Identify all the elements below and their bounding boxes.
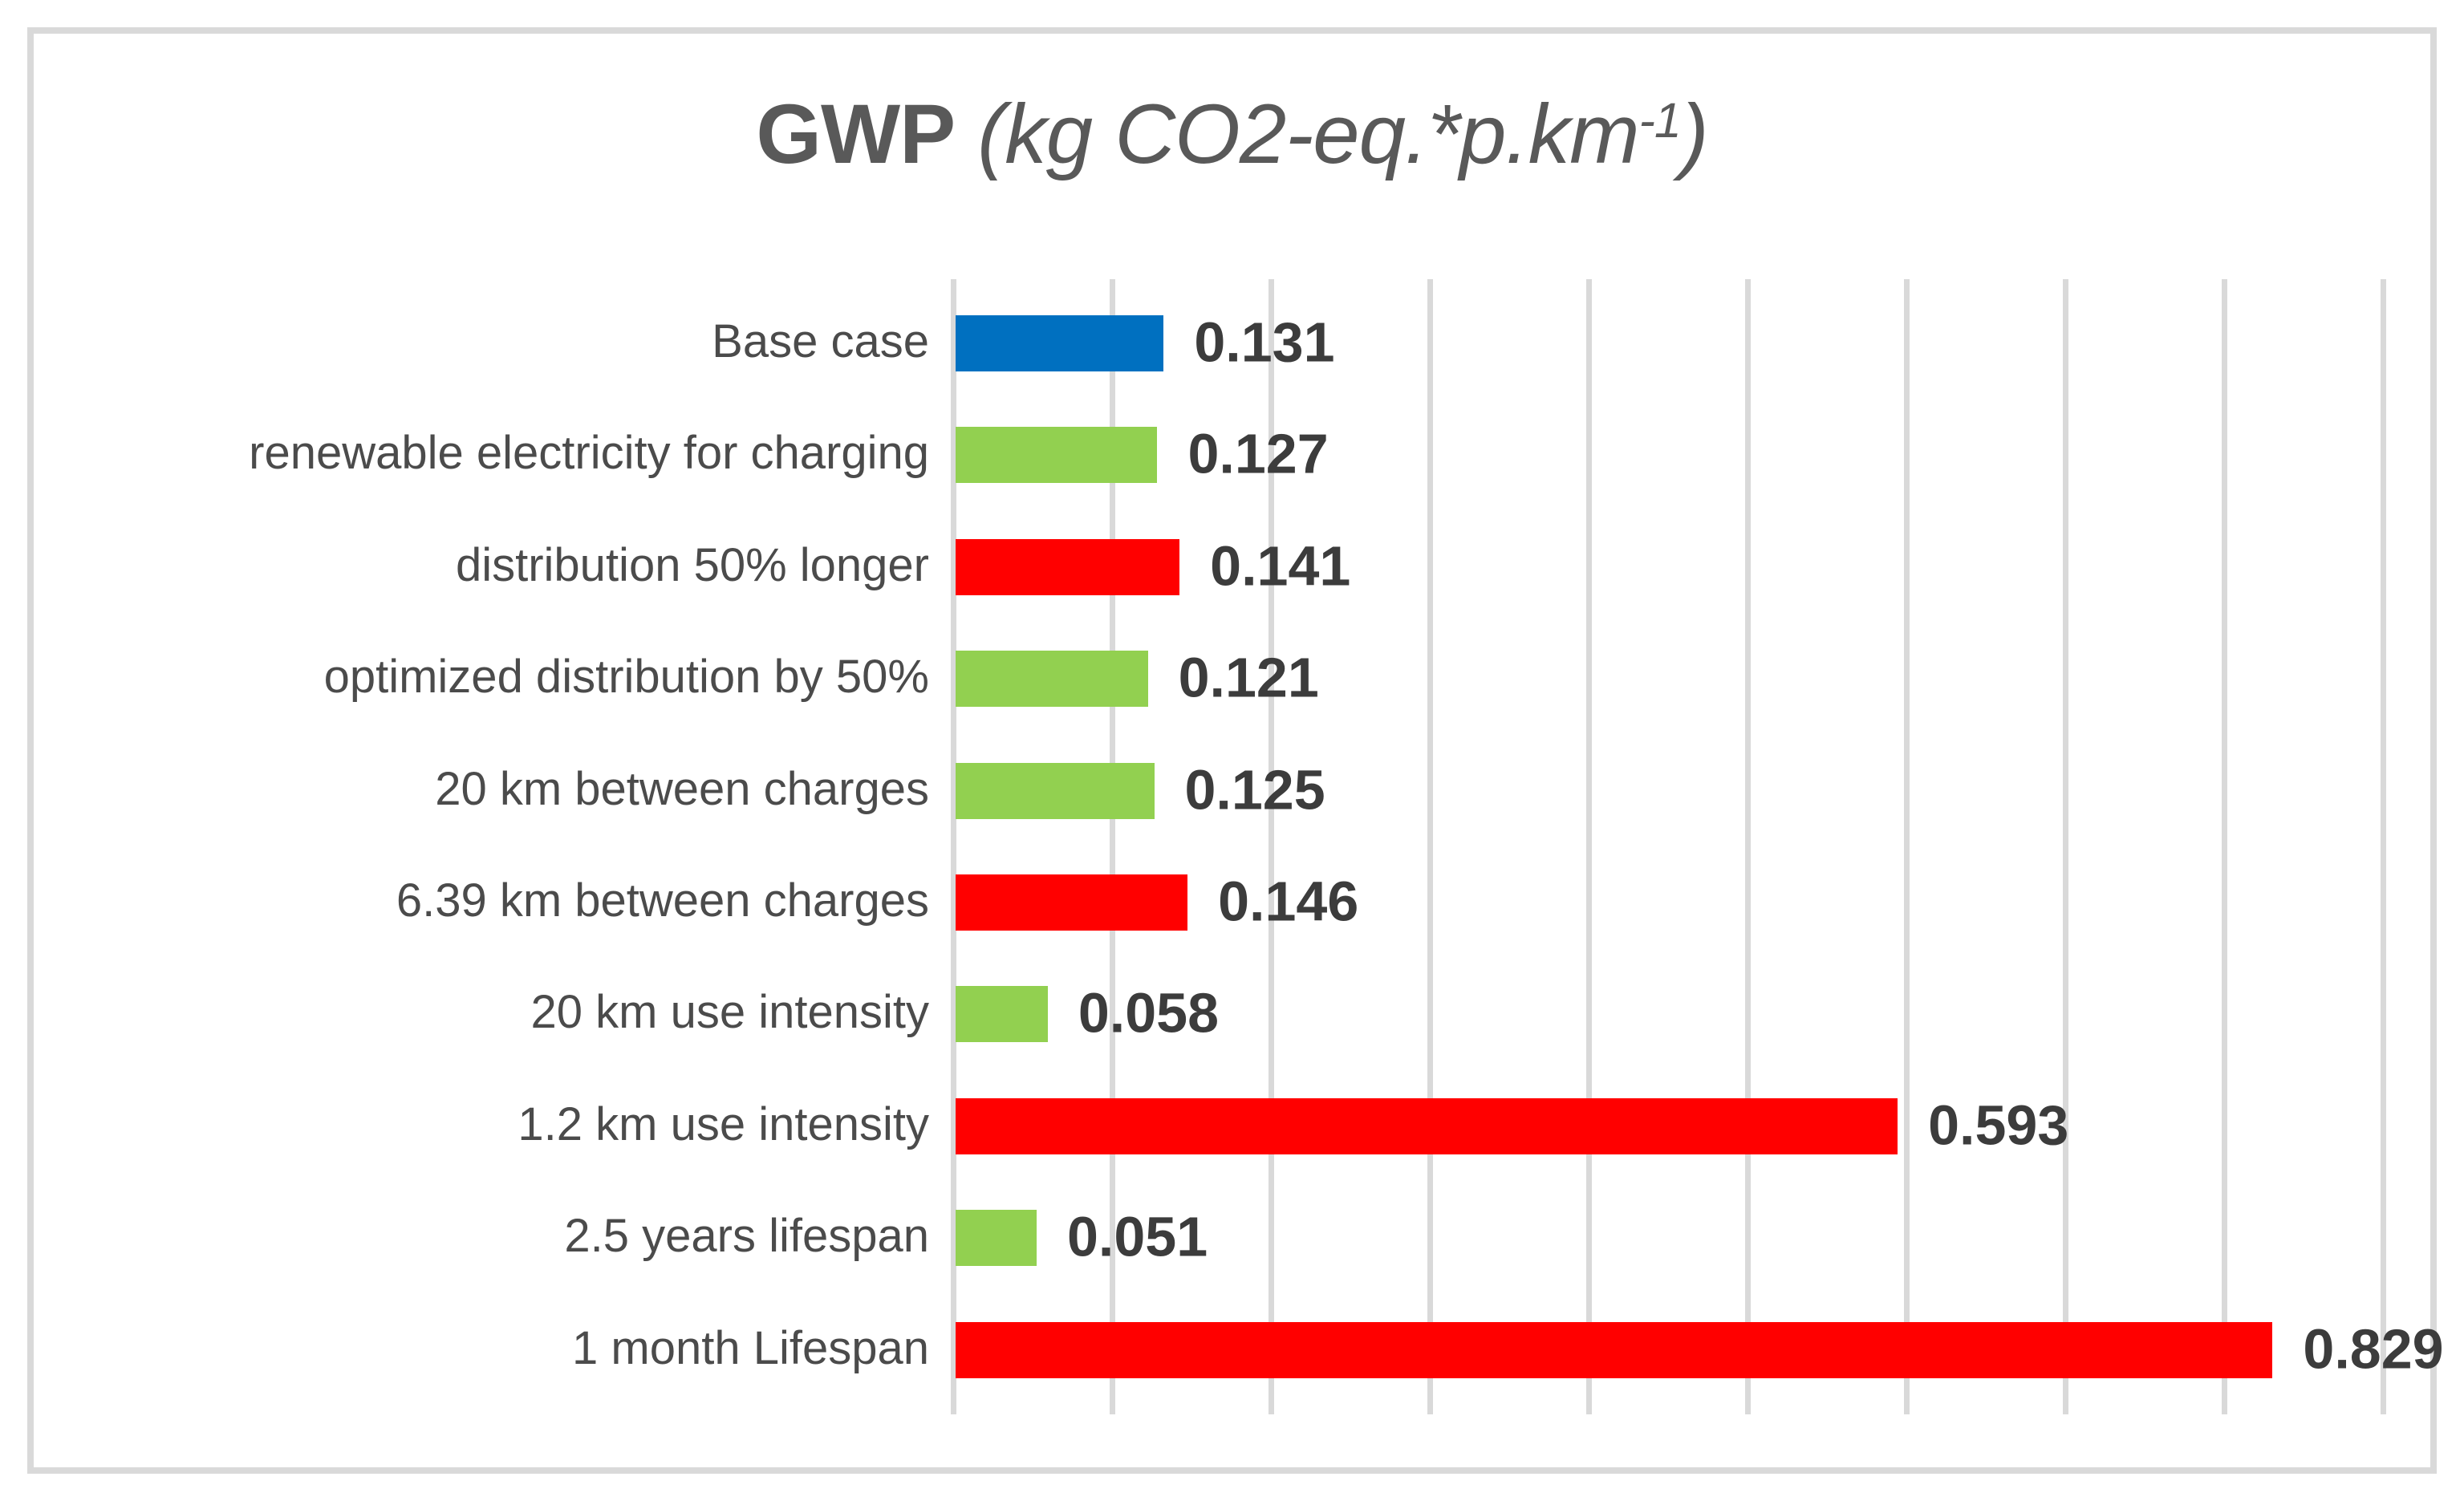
chart-title-units: (kg CO2-eq.*p.km-1): [955, 87, 1708, 181]
category-label: 1.2 km use intensity: [518, 1097, 929, 1150]
gridline: [1427, 279, 1433, 1414]
chart-row: renewable electricity for charging 0.127: [0, 400, 2464, 511]
chart-title: GWP (kg CO2-eq.*p.km-1): [0, 87, 2464, 183]
value-label: 0.058: [1078, 981, 1219, 1045]
bar: [956, 427, 1158, 484]
chart-row: Base case 0.131: [0, 287, 2464, 399]
bar: [956, 314, 1164, 371]
gridline: [1268, 279, 1274, 1414]
gridline: [950, 279, 956, 1414]
chart-row: 6.39 km between charges 0.146: [0, 846, 2464, 958]
category-label: 2.5 years lifespan: [564, 1210, 929, 1263]
chart-row: 20 km use intensity 0.058: [0, 959, 2464, 1070]
chart-title-units-text: (kg CO2-eq.*p.km: [955, 87, 1639, 181]
bar: [956, 651, 1148, 708]
bar: [956, 538, 1180, 595]
chart-row: 2.5 years lifespan 0.051: [0, 1183, 2464, 1294]
category-label: 20 km between charges: [435, 762, 929, 815]
chart-title-superscript: -1: [1638, 93, 1682, 148]
category-label: 6.39 km between charges: [396, 874, 929, 927]
chart-title-units-close: ): [1680, 87, 1709, 181]
value-label: 0.829: [2303, 1316, 2444, 1380]
gridline: [1585, 279, 1592, 1414]
value-label: 0.127: [1187, 422, 1329, 485]
value-label: 0.125: [1184, 757, 1325, 821]
gridline: [2062, 279, 2068, 1414]
bar: [956, 874, 1188, 931]
value-label: 0.051: [1066, 1205, 1208, 1268]
chart-border: [27, 27, 2437, 1474]
chart-row: 1.2 km use intensity 0.593: [0, 1070, 2464, 1182]
gridline: [1109, 279, 1115, 1414]
category-label: 20 km use intensity: [530, 986, 929, 1039]
category-label: 1 month Lifespan: [572, 1321, 929, 1374]
chart-row: distribution 50% longer 0.141: [0, 511, 2464, 623]
gridline: [2221, 279, 2227, 1414]
category-label: renewable electricity for charging: [249, 427, 929, 480]
chart-title-text: GWP: [756, 87, 956, 181]
value-label: 0.131: [1194, 310, 1335, 374]
bar: [956, 762, 1155, 819]
value-label: 0.141: [1210, 534, 1351, 598]
bar: [956, 986, 1048, 1043]
value-label: 0.146: [1218, 870, 1359, 933]
category-label: distribution 50% longer: [455, 538, 929, 591]
gridline: [2380, 279, 2386, 1414]
gridline: [1903, 279, 1910, 1414]
chart-row: 20 km between charges 0.125: [0, 735, 2464, 846]
bar: [956, 1097, 1898, 1154]
category-label: Base case: [712, 314, 929, 367]
bar: [956, 1321, 2273, 1378]
gridline: [1744, 279, 1751, 1414]
chart-row: 1 month Lifespan 0.829: [0, 1294, 2464, 1406]
value-label: 0.121: [1178, 646, 1319, 709]
category-label: optimized distribution by 50%: [323, 651, 929, 704]
value-label: 0.593: [1928, 1093, 2069, 1157]
chart-row: optimized distribution by 50% 0.121: [0, 623, 2464, 735]
bar: [956, 1210, 1037, 1267]
